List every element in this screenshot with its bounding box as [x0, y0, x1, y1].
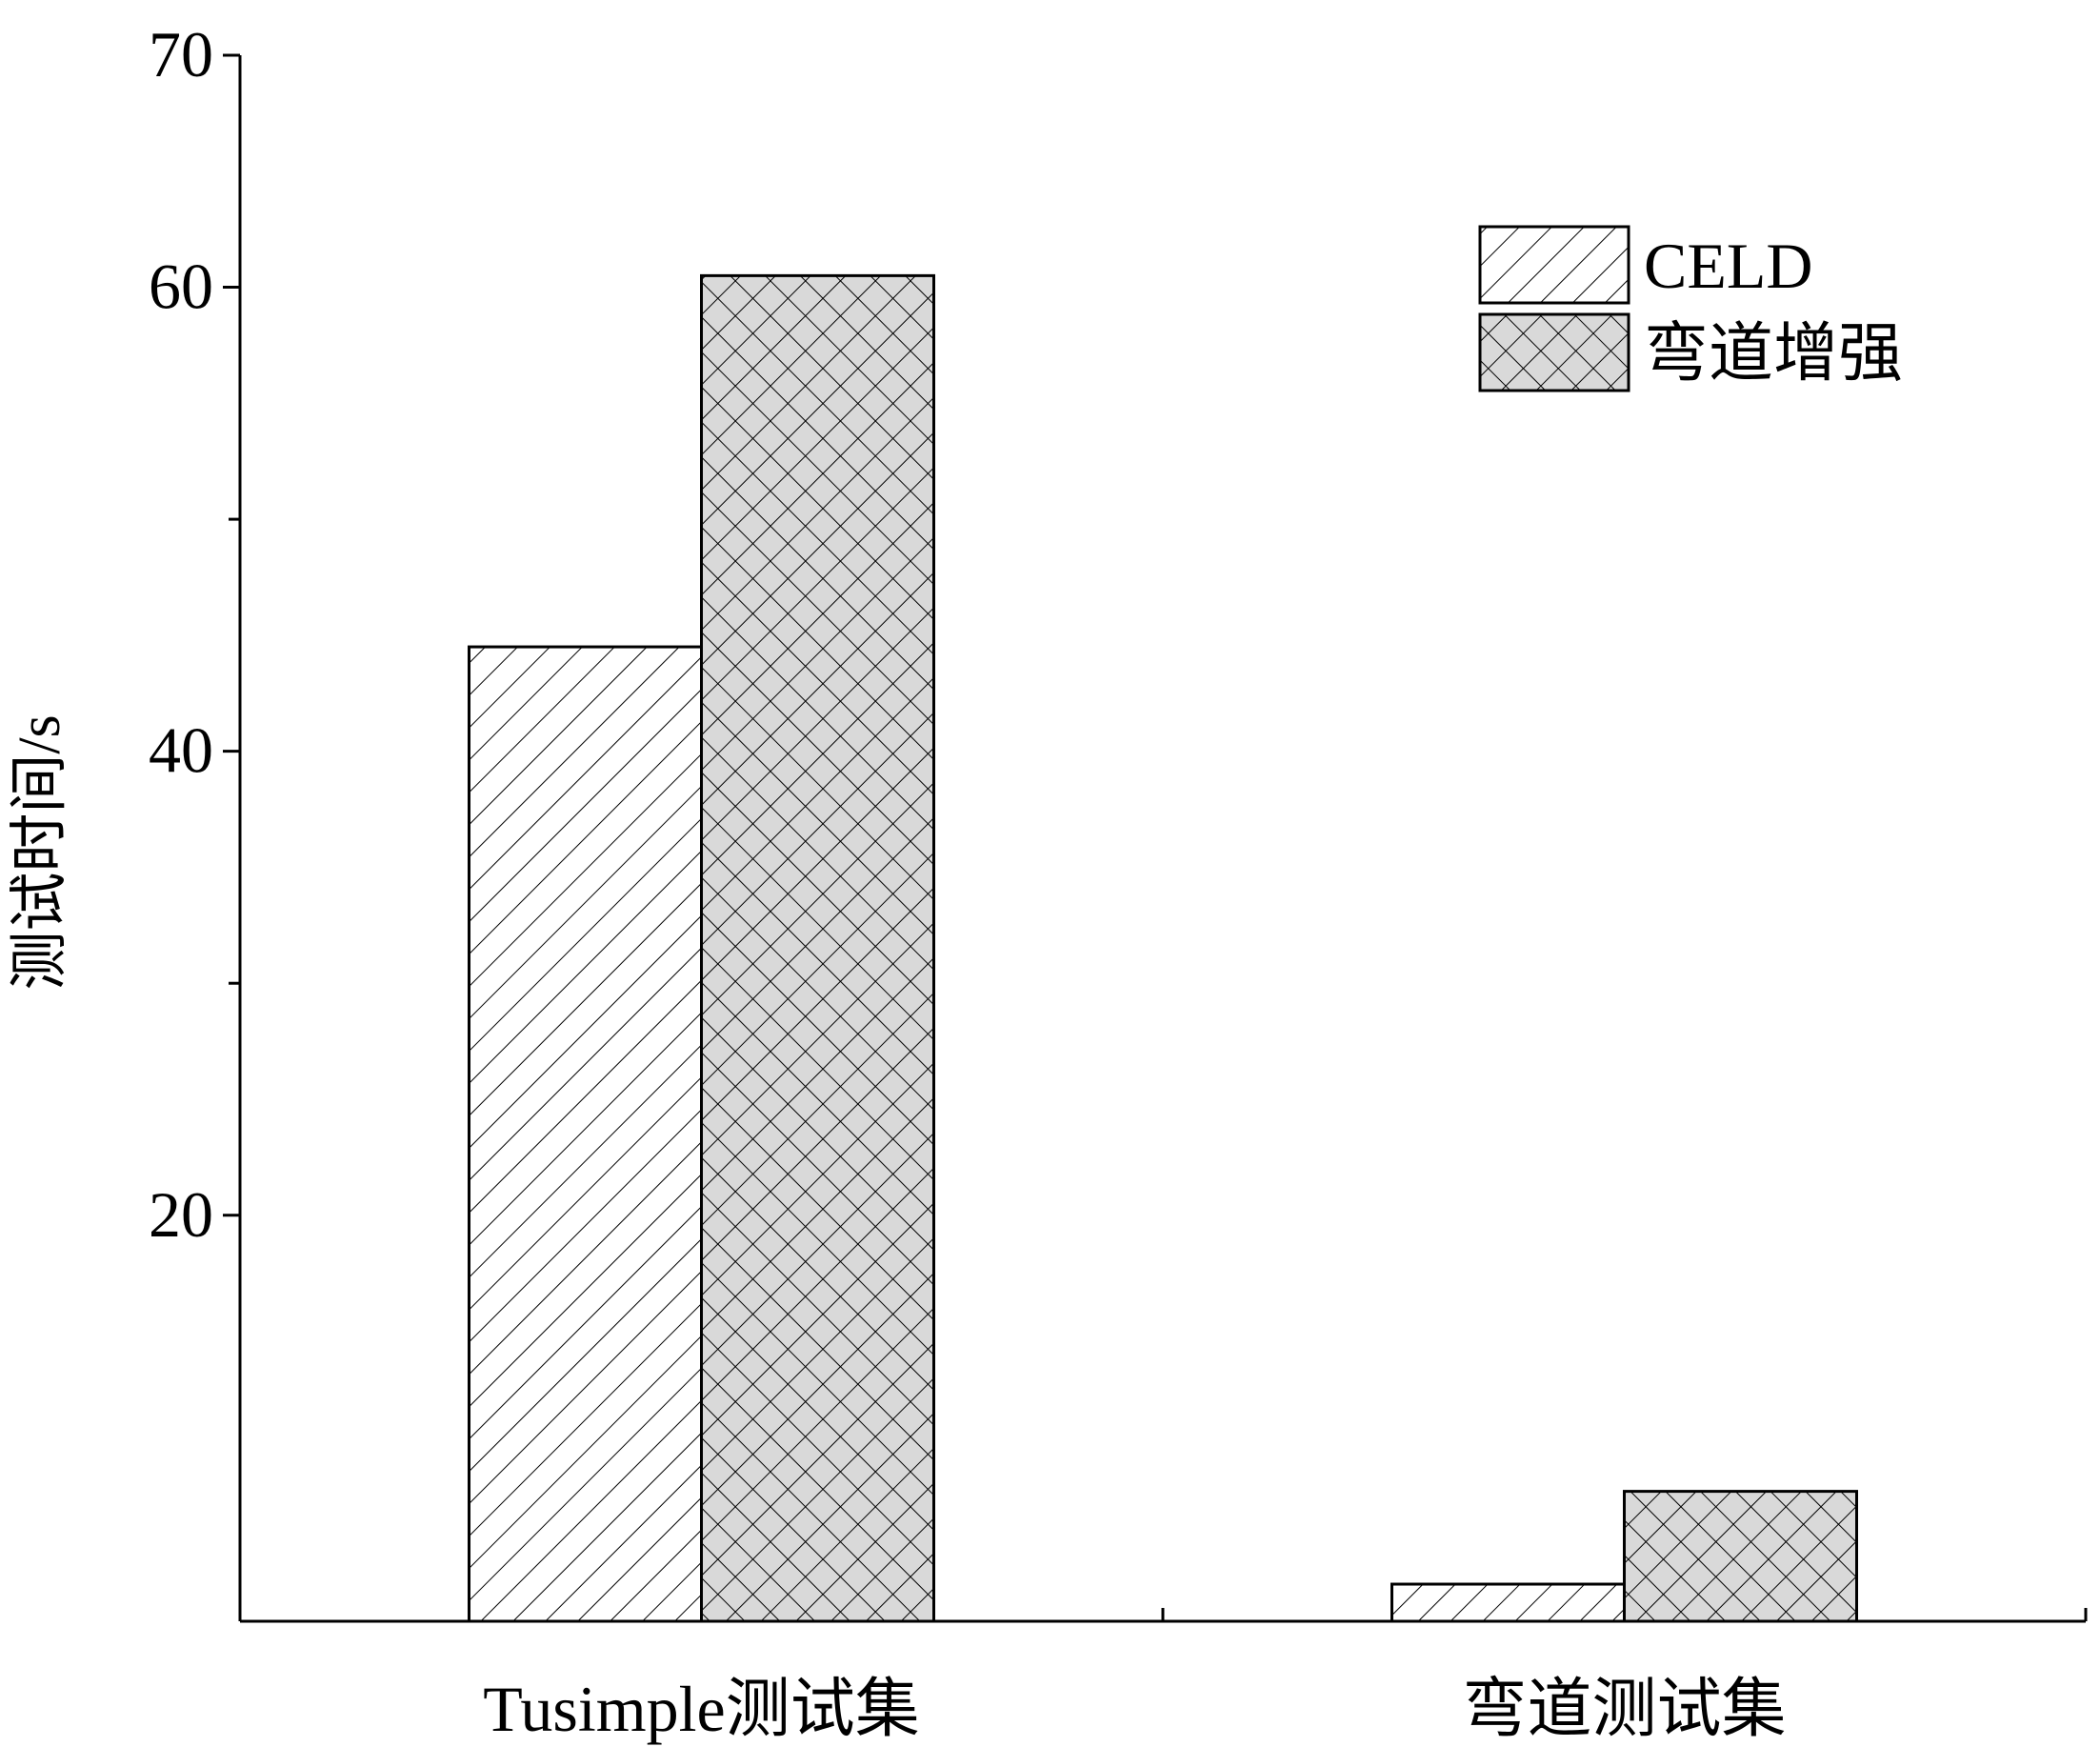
y-axis: 20 40 60 70: [149, 18, 242, 1621]
x-category-label: 弯道测试集: [1462, 1673, 1786, 1745]
legend-swatch: [1478, 225, 1630, 305]
y-tick-label: 20: [149, 1178, 213, 1251]
bar-celd-1: [468, 645, 703, 1623]
y-tick-label: 70: [149, 18, 213, 90]
bar-curve-enhanced-1: [700, 273, 935, 1623]
y-tick-label: 40: [149, 714, 213, 787]
bars: [468, 273, 1858, 1623]
legend-label: 弯道增强: [1644, 317, 1903, 390]
y-tick-label: 60: [149, 251, 213, 323]
x-category-label: Tusimple测试集: [483, 1673, 919, 1745]
bar-curve-enhanced-2: [1623, 1490, 1858, 1623]
legend-label: CELD: [1644, 230, 1813, 302]
x-axis: Tusimple测试集 弯道测试集: [240, 1608, 2088, 1745]
legend: CELD 弯道增强: [1478, 225, 1903, 392]
bar-celd-2: [1390, 1582, 1626, 1623]
legend-swatch: [1478, 312, 1630, 392]
y-axis-title: 测试时间/s: [8, 714, 72, 990]
